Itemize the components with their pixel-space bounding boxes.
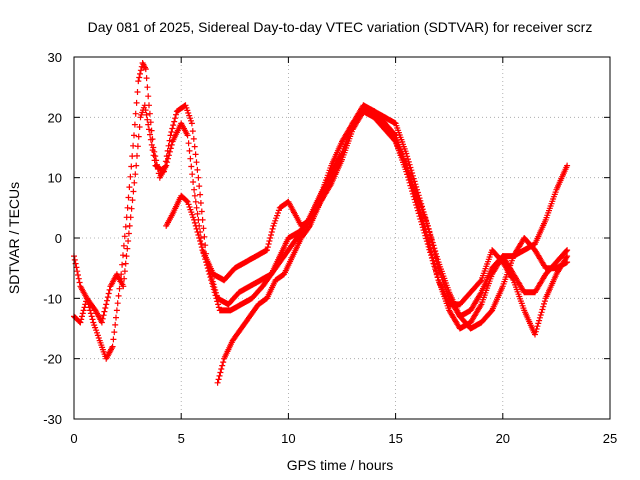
x-tick-label: 0 <box>70 431 77 446</box>
y-axis-title: SDTVAR / TECUs <box>6 182 22 294</box>
y-tick-label: 10 <box>48 171 62 186</box>
axis-ticks: 0 5 10 15 20 25 -30 -20 -10 0 10 20 30 <box>43 50 617 446</box>
y-tick-label: 30 <box>48 50 62 65</box>
x-tick-label: 10 <box>281 431 295 446</box>
chart-title: Day 081 of 2025, Sidereal Day-to-day VTE… <box>88 19 593 35</box>
y-tick-label: -10 <box>43 291 62 306</box>
plus-markers <box>214 108 571 386</box>
x-tick-label: 25 <box>603 431 617 446</box>
x-axis-title: GPS time / hours <box>287 457 394 473</box>
x-tick-label: 5 <box>178 431 185 446</box>
y-tick-label: 0 <box>55 231 62 246</box>
grid-lines <box>74 57 610 419</box>
y-tick-label: -20 <box>43 352 62 367</box>
x-tick-label: 20 <box>496 431 510 446</box>
y-tick-label: 20 <box>48 110 62 125</box>
series-trace-d <box>214 108 571 386</box>
x-tick-label: 15 <box>388 431 402 446</box>
y-tick-label: -30 <box>43 412 62 427</box>
data-points <box>71 60 571 386</box>
